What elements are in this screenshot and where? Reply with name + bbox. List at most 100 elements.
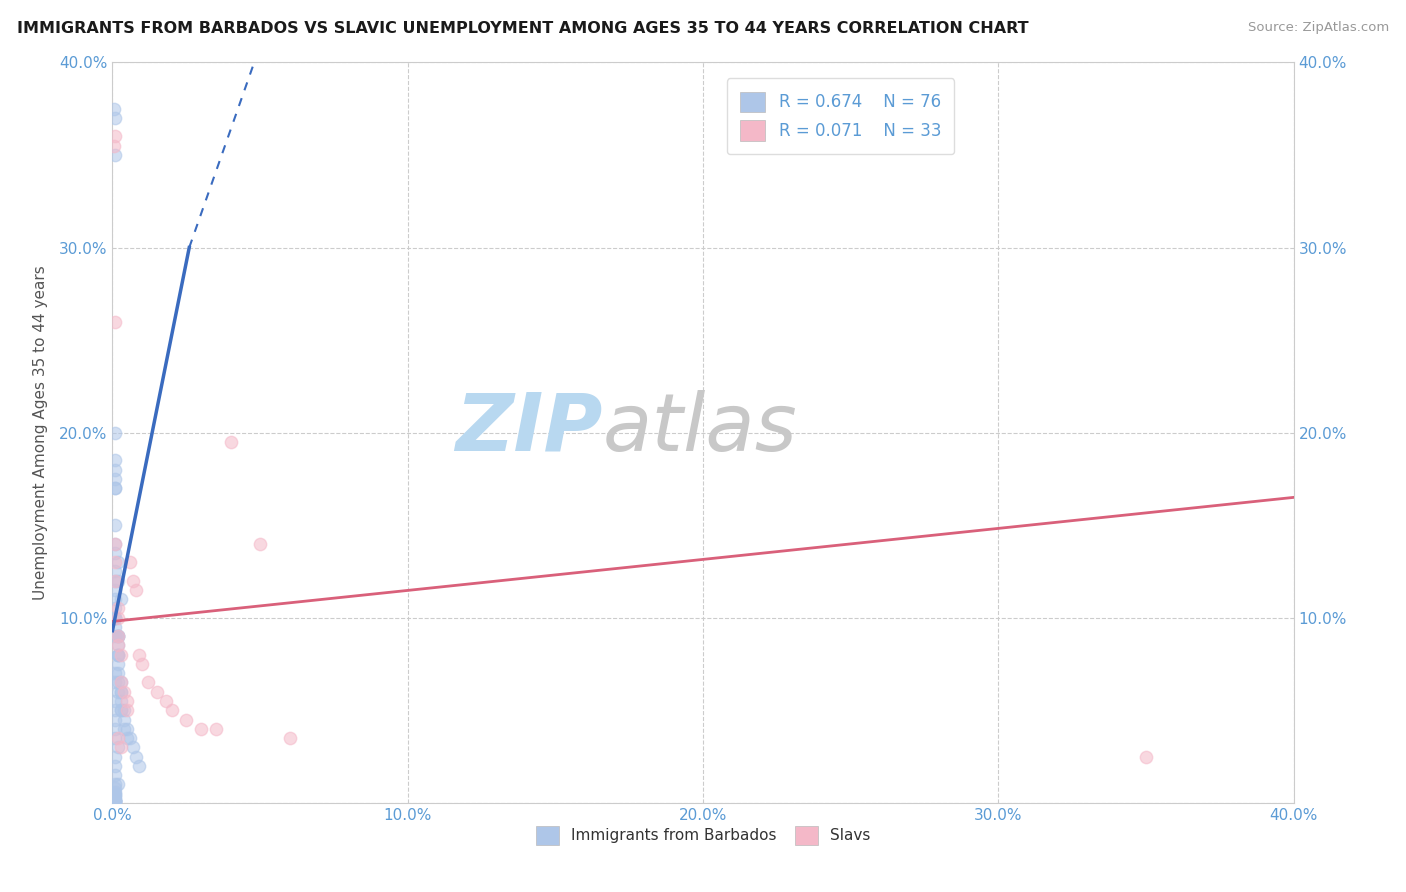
- Legend: Immigrants from Barbados, Slavs: Immigrants from Barbados, Slavs: [530, 820, 876, 851]
- Point: [117, 694, 138, 708]
- Point: [104, 453, 127, 467]
- Point: [107, 666, 129, 681]
- Point: [104, 780, 127, 795]
- Point: [104, 787, 127, 801]
- Point: [249, 536, 271, 550]
- Point: [107, 740, 129, 755]
- Point: [104, 536, 127, 550]
- Point: [104, 610, 127, 624]
- Text: Source: ZipAtlas.com: Source: ZipAtlas.com: [1249, 21, 1389, 34]
- Point: [122, 574, 145, 588]
- Point: [107, 639, 129, 653]
- Point: [104, 722, 127, 736]
- Point: [104, 574, 127, 588]
- Point: [104, 592, 127, 607]
- Point: [104, 129, 127, 144]
- Point: [110, 694, 132, 708]
- Point: [112, 713, 135, 727]
- Point: [128, 758, 150, 772]
- Point: [104, 620, 127, 634]
- Point: [107, 685, 129, 699]
- Point: [117, 722, 138, 736]
- Point: [278, 731, 301, 745]
- Text: IMMIGRANTS FROM BARBADOS VS SLAVIC UNEMPLOYMENT AMONG AGES 35 TO 44 YEARS CORREL: IMMIGRANTS FROM BARBADOS VS SLAVIC UNEMP…: [17, 21, 1029, 36]
- Point: [117, 703, 138, 717]
- Point: [104, 481, 127, 495]
- Point: [104, 425, 127, 440]
- Point: [131, 657, 153, 671]
- Point: [107, 657, 129, 671]
- Point: [107, 731, 129, 745]
- Point: [120, 731, 142, 745]
- Point: [107, 555, 129, 569]
- Point: [110, 675, 132, 690]
- Point: [155, 694, 177, 708]
- Point: [104, 758, 127, 772]
- Point: [104, 555, 127, 569]
- Point: [104, 610, 127, 624]
- Point: [104, 148, 127, 162]
- Point: [128, 648, 150, 662]
- Point: [104, 794, 127, 808]
- Point: [104, 610, 127, 624]
- Point: [110, 703, 132, 717]
- Point: [104, 694, 127, 708]
- Point: [104, 794, 127, 808]
- Point: [104, 731, 127, 745]
- Point: [104, 574, 127, 588]
- Point: [104, 472, 127, 486]
- Point: [104, 790, 127, 805]
- Point: [104, 675, 127, 690]
- Point: [112, 685, 135, 699]
- Point: [104, 789, 127, 803]
- Point: [110, 648, 132, 662]
- Point: [104, 794, 127, 808]
- Point: [107, 648, 129, 662]
- Point: [104, 777, 127, 791]
- Point: [205, 722, 228, 736]
- Point: [104, 518, 127, 533]
- Text: atlas: atlas: [603, 390, 797, 468]
- Point: [190, 722, 212, 736]
- Point: [104, 629, 127, 643]
- Point: [104, 462, 127, 476]
- Point: [110, 703, 132, 717]
- Point: [107, 777, 129, 791]
- Point: [103, 102, 125, 116]
- Point: [107, 648, 129, 662]
- Point: [107, 629, 129, 643]
- Point: [104, 785, 127, 799]
- Point: [107, 675, 129, 690]
- Point: [120, 555, 142, 569]
- Point: [107, 629, 129, 643]
- Point: [104, 703, 127, 717]
- Point: [160, 703, 183, 717]
- Point: [104, 111, 127, 125]
- Point: [104, 794, 127, 808]
- Point: [104, 792, 127, 806]
- Point: [107, 629, 129, 643]
- Point: [110, 685, 132, 699]
- Point: [125, 582, 148, 597]
- Point: [219, 434, 242, 449]
- Point: [103, 138, 125, 153]
- Point: [107, 629, 129, 643]
- Point: [112, 722, 135, 736]
- Point: [110, 675, 132, 690]
- Point: [107, 610, 129, 624]
- Point: [107, 648, 129, 662]
- Point: [125, 749, 148, 764]
- Point: [104, 749, 127, 764]
- Y-axis label: Unemployment Among Ages 35 to 44 years: Unemployment Among Ages 35 to 44 years: [32, 265, 48, 600]
- Point: [174, 713, 197, 727]
- Point: [104, 546, 127, 560]
- Point: [107, 574, 129, 588]
- Point: [104, 794, 127, 808]
- Point: [110, 740, 132, 755]
- Point: [104, 794, 127, 808]
- Point: [146, 685, 169, 699]
- Point: [104, 582, 127, 597]
- Point: [104, 768, 127, 782]
- Point: [117, 731, 138, 745]
- Point: [107, 601, 129, 615]
